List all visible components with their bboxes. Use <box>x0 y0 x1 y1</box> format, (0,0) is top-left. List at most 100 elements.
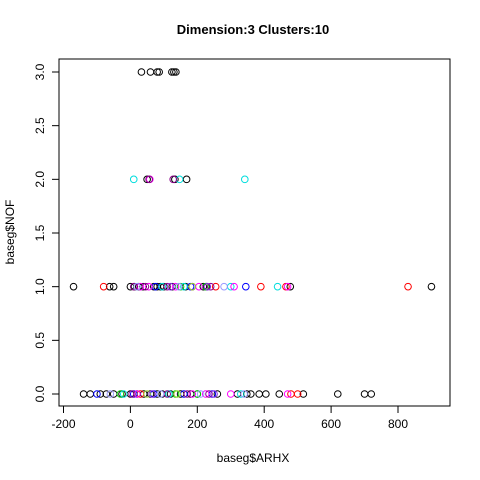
data-point <box>195 282 203 291</box>
data-point <box>286 282 295 291</box>
data-point <box>242 282 250 291</box>
data-point <box>116 390 125 398</box>
data-point <box>79 390 88 398</box>
data-point <box>168 68 176 76</box>
data-point <box>205 390 213 398</box>
data-point <box>199 282 208 291</box>
data-point <box>171 282 180 291</box>
data-point <box>119 390 128 398</box>
data-point <box>170 68 178 76</box>
data-point <box>183 390 192 398</box>
data-point <box>69 282 78 291</box>
data-point <box>129 175 138 184</box>
data-point <box>129 282 138 291</box>
x-tick-label: 600 <box>321 417 341 431</box>
x-tick-label: 0 <box>127 417 134 431</box>
data-point <box>133 282 141 291</box>
data-point <box>143 175 151 184</box>
data-point <box>105 282 114 291</box>
data-point <box>236 390 245 398</box>
data-point <box>145 175 153 184</box>
data-point <box>175 282 183 291</box>
data-point <box>273 282 282 291</box>
data-point <box>257 282 265 291</box>
data-point <box>182 175 191 184</box>
plot-frame <box>58 58 451 407</box>
data-point <box>163 282 171 291</box>
data-point <box>367 390 376 398</box>
data-point <box>201 390 210 398</box>
data-point <box>153 390 161 398</box>
data-point <box>141 282 150 291</box>
data-point <box>262 390 270 398</box>
x-tick-label: 200 <box>187 417 207 431</box>
data-point <box>102 390 111 398</box>
x-tick-label: -200 <box>51 417 75 431</box>
data-point <box>96 390 105 398</box>
data-point <box>196 390 205 398</box>
data-point <box>247 390 255 398</box>
data-point <box>226 390 235 398</box>
data-point <box>240 175 249 184</box>
y-tick-label: 1.0 <box>33 278 47 295</box>
data-point <box>173 390 182 398</box>
x-axis: -200 0 200 400 600 800 <box>51 405 408 431</box>
data-point <box>128 390 136 398</box>
data-point <box>427 282 436 291</box>
data-point <box>166 282 175 291</box>
data-point <box>404 282 412 291</box>
data-point <box>153 68 161 76</box>
y-axis-label: baseg$NOF <box>3 200 17 265</box>
data-point <box>188 282 197 291</box>
x-tick-label: 800 <box>388 417 408 431</box>
data-point <box>206 282 215 291</box>
data-point <box>139 282 147 291</box>
data-point <box>169 175 178 184</box>
data-point <box>158 282 166 291</box>
data-point <box>360 390 369 398</box>
data-point <box>86 390 95 398</box>
data-point <box>133 390 141 398</box>
data-point <box>213 390 222 398</box>
data-point <box>156 390 165 398</box>
data-points <box>69 68 436 398</box>
data-point <box>203 282 212 291</box>
data-point <box>243 390 251 398</box>
y-tick-label: 0.5 <box>33 332 47 349</box>
y-tick-label: 3.0 <box>33 63 47 80</box>
data-point <box>172 68 180 76</box>
data-point <box>109 282 118 291</box>
data-point <box>99 282 108 291</box>
data-point <box>137 68 146 76</box>
chart-title: Dimension:3 Clusters:10 <box>177 22 329 37</box>
data-point <box>188 390 197 398</box>
data-point <box>193 390 202 398</box>
data-point <box>230 282 238 291</box>
y-tick-label: 0.0 <box>33 385 47 402</box>
data-point <box>211 282 220 291</box>
data-point <box>143 390 151 398</box>
data-point <box>275 390 284 398</box>
data-point <box>144 282 153 291</box>
y-tick-label: 2.5 <box>33 117 47 134</box>
data-point <box>283 282 292 291</box>
data-point <box>180 282 188 291</box>
data-point <box>210 390 218 398</box>
y-tick-label: 2.0 <box>33 171 47 188</box>
data-point <box>333 390 342 398</box>
data-point <box>106 390 115 398</box>
data-point <box>255 390 263 398</box>
data-point <box>146 68 155 76</box>
y-tick-label: 1.5 <box>33 224 47 241</box>
data-point <box>148 390 156 398</box>
x-tick-label: 400 <box>254 417 274 431</box>
x-axis-label: baseg$ARHX <box>217 451 290 465</box>
data-point <box>293 390 302 398</box>
y-axis: 0.0 0.5 1.0 1.5 2.0 2.5 3.0 <box>33 63 60 402</box>
data-point <box>93 390 101 398</box>
data-point <box>155 68 163 76</box>
data-point <box>283 390 292 398</box>
data-point <box>220 282 228 291</box>
data-point <box>175 175 184 184</box>
